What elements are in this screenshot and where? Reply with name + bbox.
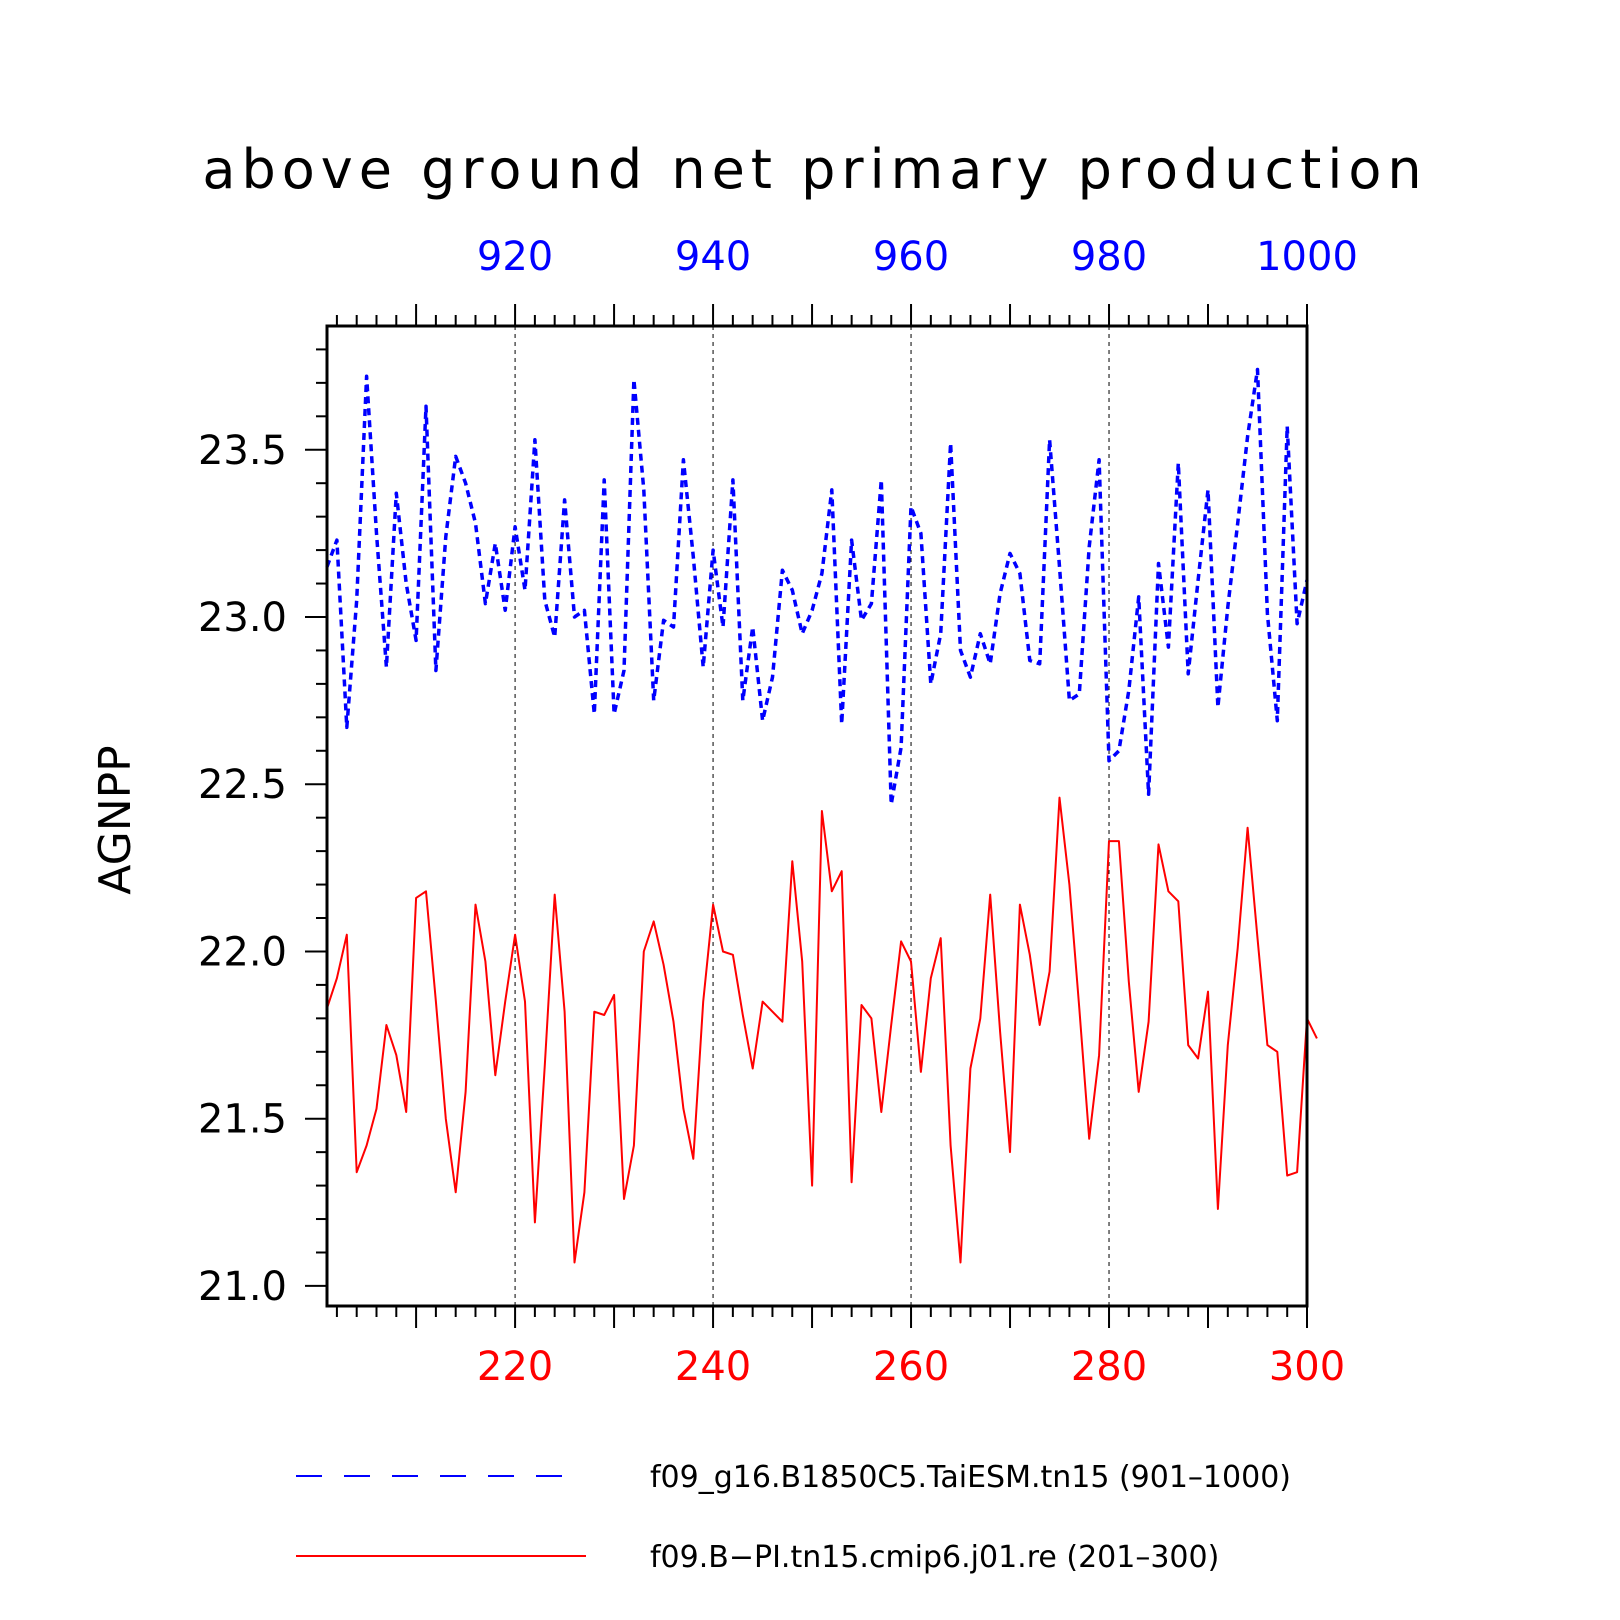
legend: f09_g16.B1850C5.TaiESM.tn15 (901–1000) f… — [296, 1460, 1291, 1575]
x-bottom-tick-label: 240 — [675, 1344, 751, 1390]
grid-lines — [514, 326, 1110, 1306]
y-tick-label: 21.0 — [198, 1264, 287, 1310]
x-top-tick-label: 940 — [675, 234, 751, 280]
x-bottom-tick-label: 300 — [1269, 1344, 1345, 1390]
legend-label-series-2: f09.B−PI.tn15.cmip6.j01.re (201–300) — [650, 1540, 1219, 1575]
series-lines — [325, 367, 1318, 1264]
x-top-tick-label: 960 — [873, 234, 949, 280]
y-tick-label: 22.0 — [198, 929, 287, 975]
chart-title: above ground net primary production — [202, 138, 1427, 201]
y-tick-label: 21.5 — [198, 1097, 287, 1143]
plot-frame — [325, 324, 1309, 1308]
legend-label-series-1: f09_g16.B1850C5.TaiESM.tn15 (901–1000) — [650, 1460, 1291, 1495]
y-tick-label: 22.5 — [198, 762, 287, 808]
y-axis-label: AGNPP — [90, 745, 141, 894]
y-tick-label: 23.5 — [198, 428, 287, 474]
series-line-2 — [326, 796, 1318, 1264]
x-bottom-tick-label: 280 — [1071, 1344, 1147, 1390]
x-bottom-tick-label: 220 — [477, 1344, 553, 1390]
axes: 220 240 260 280 300 920 940 960 980 1000 21.0 21.5 2… — [198, 234, 1358, 1390]
y-tick-label: 23.0 — [198, 595, 287, 641]
x-top-tick-label: 980 — [1071, 234, 1147, 280]
x-top-tick-label: 920 — [477, 234, 553, 280]
x-top-tick-label: 1000 — [1256, 234, 1358, 280]
series-line-1 — [325, 367, 1309, 807]
x-bottom-tick-label: 260 — [873, 1344, 949, 1390]
